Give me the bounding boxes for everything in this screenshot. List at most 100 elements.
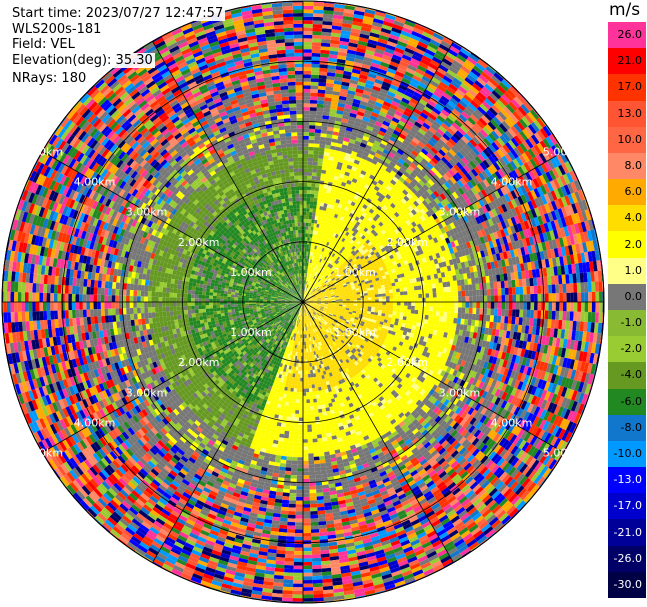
velocity-gate	[295, 200, 300, 205]
velocity-gate	[292, 9, 303, 14]
velocity-gate	[419, 262, 425, 269]
velocity-gate	[458, 268, 464, 275]
velocity-gate	[292, 157, 299, 162]
velocity-gate	[505, 265, 511, 274]
velocity-gate	[324, 297, 328, 299]
velocity-gate	[353, 300, 358, 302]
velocity-gate	[404, 298, 408, 302]
velocity-gate	[450, 291, 455, 297]
velocity-gate	[581, 292, 585, 302]
velocity-gate	[386, 6, 398, 14]
velocity-gate	[308, 143, 315, 148]
velocity-gate	[303, 49, 312, 53]
velocity-gate	[320, 294, 324, 297]
velocity-gate	[528, 236, 535, 246]
velocity-gate	[342, 297, 347, 300]
velocity-gate	[298, 164, 303, 169]
velocity-gate	[303, 52, 312, 57]
velocity-gate	[335, 298, 339, 300]
velocity-gate	[439, 267, 445, 273]
velocity-gate	[352, 292, 357, 295]
velocity-gate	[415, 273, 420, 278]
velocity-gate	[376, 282, 381, 287]
velocity-gate	[281, 100, 290, 105]
velocity-gate	[558, 274, 563, 285]
velocity-gate	[518, 255, 524, 264]
velocity-gate	[318, 78, 327, 83]
velocity-gate	[294, 45, 303, 50]
velocity-gate	[533, 285, 538, 294]
velocity-gate	[559, 227, 566, 238]
velocity-gate	[351, 285, 356, 289]
velocity-gate	[311, 52, 321, 57]
velocity-gate	[317, 298, 321, 300]
velocity-gate	[360, 295, 365, 298]
velocity-gate	[466, 272, 472, 279]
velocity-gate	[551, 284, 556, 294]
velocity-gate	[380, 281, 385, 286]
velocity-gate	[295, 96, 303, 100]
velocity-gate	[491, 268, 497, 276]
velocity-gate	[305, 229, 308, 234]
velocity-gate	[411, 298, 415, 302]
velocity-gate	[303, 301, 307, 302]
velocity-gate	[299, 190, 303, 194]
velocity-gate	[320, 129, 328, 134]
velocity-gate	[314, 129, 322, 134]
velocity-gate	[300, 222, 303, 227]
velocity-gate	[291, 219, 295, 224]
velocity-gate	[370, 289, 375, 293]
velocity-gate	[312, 20, 323, 25]
velocity-gate	[307, 172, 313, 176]
velocity-gate	[553, 219, 560, 230]
velocity-gate	[292, 13, 303, 17]
velocity-gate	[292, 230, 296, 234]
velocity-gate	[308, 146, 314, 151]
velocity-gate	[289, 168, 294, 173]
velocity-gate	[280, 140, 287, 145]
velocity-gate	[312, 31, 322, 36]
velocity-gate	[429, 269, 434, 275]
velocity-gate	[283, 161, 289, 167]
velocity-gate	[555, 284, 560, 294]
velocity-gate	[292, 154, 298, 158]
velocity-gate	[324, 296, 328, 299]
velocity-gate	[313, 201, 318, 206]
velocity-gate	[562, 236, 568, 247]
velocity-gate	[307, 237, 310, 241]
velocity-gate	[479, 295, 484, 302]
velocity-gate	[584, 220, 591, 232]
velocity-gate	[303, 60, 312, 64]
velocity-gate	[320, 295, 324, 297]
velocity-gate	[313, 299, 318, 301]
velocity-gate	[388, 289, 393, 293]
velocity-gate	[522, 286, 527, 295]
velocity-gate	[602, 291, 604, 302]
velocity-gate	[414, 269, 419, 274]
velocity-gate	[290, 128, 298, 133]
velocity-gate	[424, 284, 429, 290]
velocity-gate	[456, 279, 462, 286]
velocity-gate	[297, 146, 303, 151]
velocity-gate	[279, 78, 288, 83]
velocity-gate	[294, 70, 303, 75]
velocity-gate	[307, 168, 313, 173]
velocity-gate	[324, 299, 329, 301]
velocity-gate	[434, 278, 439, 284]
velocity-gate	[297, 153, 303, 158]
velocity-gate	[566, 283, 571, 293]
velocity-gate	[306, 300, 311, 302]
velocity-gate	[317, 298, 321, 300]
velocity-gate	[523, 294, 527, 302]
velocity-gate	[288, 161, 294, 166]
velocity-gate	[306, 186, 312, 191]
velocity-gate	[289, 114, 297, 119]
velocity-gate	[494, 246, 500, 254]
velocity-gate	[303, 67, 312, 71]
velocity-gate	[298, 237, 301, 241]
velocity-gate	[300, 218, 303, 223]
velocity-gate	[389, 292, 394, 296]
velocity-gate	[539, 250, 545, 260]
velocity-gate	[297, 222, 301, 227]
velocity-gate	[289, 172, 295, 177]
